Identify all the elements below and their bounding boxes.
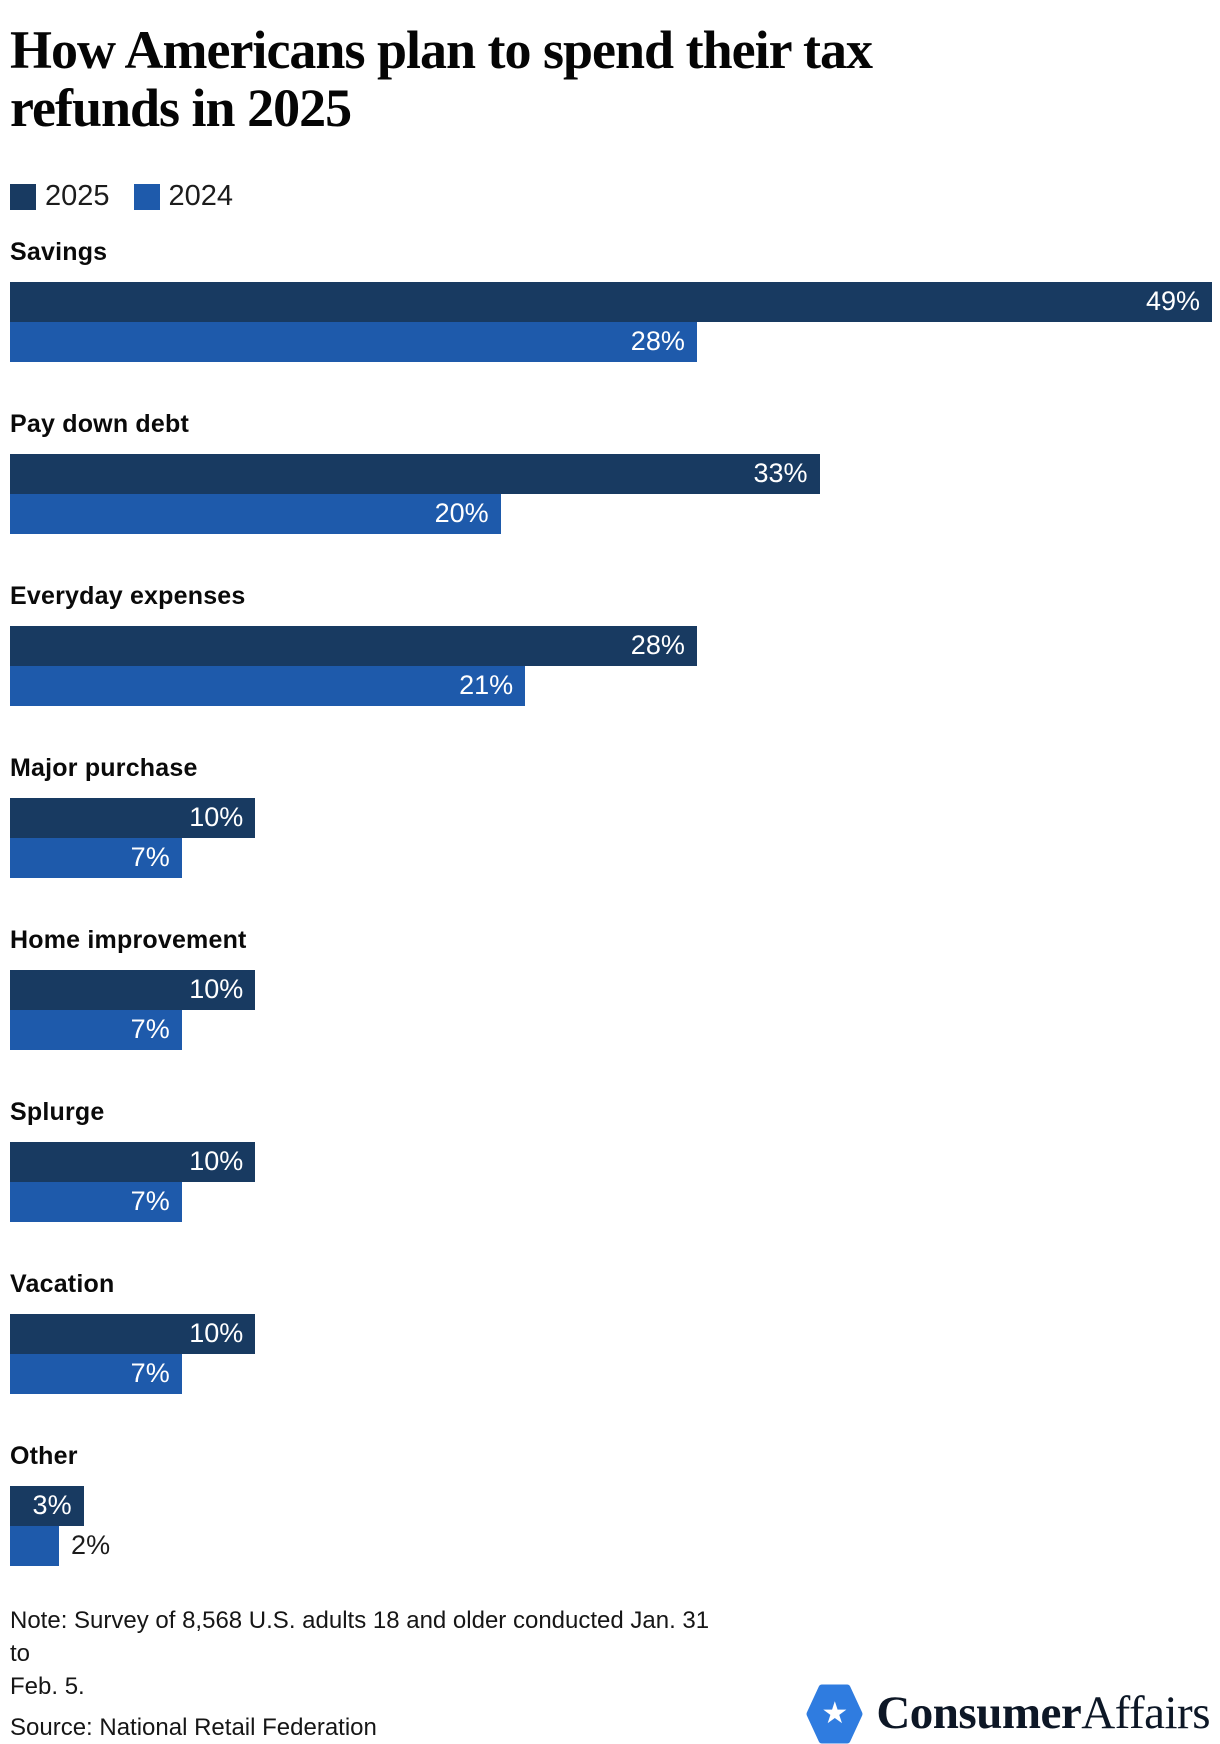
- bar-value-label: 7%: [130, 1358, 170, 1389]
- legend-item-2025: 2025: [10, 182, 110, 211]
- bar-value-label: 2%: [71, 1530, 111, 1561]
- logo-text-consumer: Consumer: [876, 1687, 1082, 1740]
- legend-label-2025: 2025: [45, 180, 110, 213]
- bar-row-2024: 7%: [10, 1353, 1212, 1394]
- bar-value-label: 7%: [130, 842, 170, 873]
- legend-label-2024: 2024: [168, 180, 234, 213]
- bar-row-2024: 21%: [10, 665, 1212, 706]
- legend-item-2024: 2024: [133, 180, 234, 213]
- category-label: Other: [10, 1441, 78, 1470]
- bar-value-label: 49%: [1145, 286, 1200, 317]
- bar-2024: 28%: [10, 321, 697, 362]
- bar-value-label: 10%: [189, 1146, 244, 1177]
- bar-value-label: 7%: [130, 1014, 170, 1045]
- category-group: Savings 49% 28%: [10, 238, 1212, 362]
- bar-row-2024: 7%: [10, 837, 1212, 878]
- bar-row-2025: 3%: [10, 1485, 1212, 1526]
- survey-note: Note: Survey of 8,568 U.S. adults 18 and…: [10, 1604, 720, 1703]
- logo-text-affairs: Affairs: [1081, 1687, 1210, 1740]
- bar-2025: 3%: [10, 1485, 84, 1526]
- chart-footer: Note: Survey of 8,568 U.S. adults 18 and…: [10, 1604, 1212, 1744]
- category-group: Splurge 10% 7%: [10, 1098, 1212, 1222]
- survey-note-line-2: Feb. 5.: [10, 1672, 85, 1700]
- category-label: Savings: [10, 237, 108, 266]
- bar-row-2024: 2%: [10, 1525, 1212, 1566]
- bar-value-label: 10%: [189, 974, 244, 1005]
- bar-row-2025: 33%: [10, 453, 1212, 494]
- category-label: Home improvement: [10, 925, 247, 954]
- bar-row-2025: 10%: [10, 969, 1212, 1010]
- bar-value-label: 28%: [630, 630, 685, 661]
- category-group: Major purchase 10% 7%: [10, 754, 1212, 878]
- category-group: Home improvement 10% 7%: [10, 926, 1212, 1050]
- bar-value-label: 20%: [434, 498, 489, 529]
- category-label: Splurge: [10, 1097, 105, 1126]
- category-group: Other 3% 2%: [10, 1442, 1212, 1566]
- bar-2025: 10%: [10, 797, 256, 838]
- chart-legend: 2025 2024: [10, 182, 1212, 212]
- bar-row-2025: 10%: [10, 1313, 1212, 1354]
- bar-row-2025: 28%: [10, 625, 1212, 666]
- bar-value-label: 28%: [630, 326, 685, 357]
- bar-2024: 20%: [10, 493, 501, 534]
- bar-row-2025: 49%: [10, 281, 1212, 322]
- category-label: Pay down debt: [10, 409, 190, 438]
- category-group: Vacation 10% 7%: [10, 1270, 1212, 1394]
- bar-2024: 21%: [10, 665, 526, 706]
- bar-chart: Savings 49% 28% Pay down debt 33% 20% Everyday…: [10, 238, 1212, 1566]
- bar-row-2024: 7%: [10, 1181, 1212, 1222]
- bar-2024: 7%: [10, 1181, 182, 1222]
- category-group: Pay down debt 33% 20%: [10, 410, 1212, 534]
- bar-2024: [10, 1525, 60, 1566]
- page-title: How Americans plan to spend their tax re…: [10, 20, 873, 138]
- bar-value-label: 7%: [130, 1186, 170, 1217]
- bar-row-2024: 20%: [10, 493, 1212, 534]
- bar-2024: 7%: [10, 1009, 182, 1050]
- category-group: Everyday expenses 28% 21%: [10, 582, 1212, 706]
- legend-swatch-2025: [10, 183, 36, 210]
- category-label: Everyday expenses: [10, 581, 246, 610]
- bar-value-label: 10%: [189, 802, 244, 833]
- legend-swatch-2024: [133, 183, 160, 210]
- survey-note-line-1: Note: Survey of 8,568 U.S. adults 18 and…: [10, 1606, 710, 1667]
- bar-value-label: 3%: [32, 1490, 72, 1521]
- source-credit: Source: National Retail Federation: [10, 1713, 377, 1741]
- bar-row-2025: 10%: [10, 1141, 1212, 1182]
- bar-2025: 10%: [10, 1141, 256, 1182]
- bar-value-label: 10%: [189, 1318, 244, 1349]
- bar-2025: 10%: [10, 969, 256, 1010]
- bar-2024: 7%: [10, 1353, 182, 1394]
- bar-2025: 10%: [10, 1313, 256, 1354]
- bar-2024: 7%: [10, 837, 182, 878]
- bar-row-2024: 7%: [10, 1009, 1212, 1050]
- bar-value-label: 33%: [753, 458, 808, 489]
- bar-2025: 28%: [10, 625, 697, 666]
- bar-value-label: 21%: [459, 670, 514, 701]
- bar-2025: 33%: [10, 453, 820, 494]
- bar-row-2024: 28%: [10, 321, 1212, 362]
- category-label: Major purchase: [10, 753, 198, 782]
- bar-2025: 49%: [10, 281, 1212, 322]
- category-label: Vacation: [10, 1269, 115, 1298]
- bar-row-2025: 10%: [10, 797, 1212, 838]
